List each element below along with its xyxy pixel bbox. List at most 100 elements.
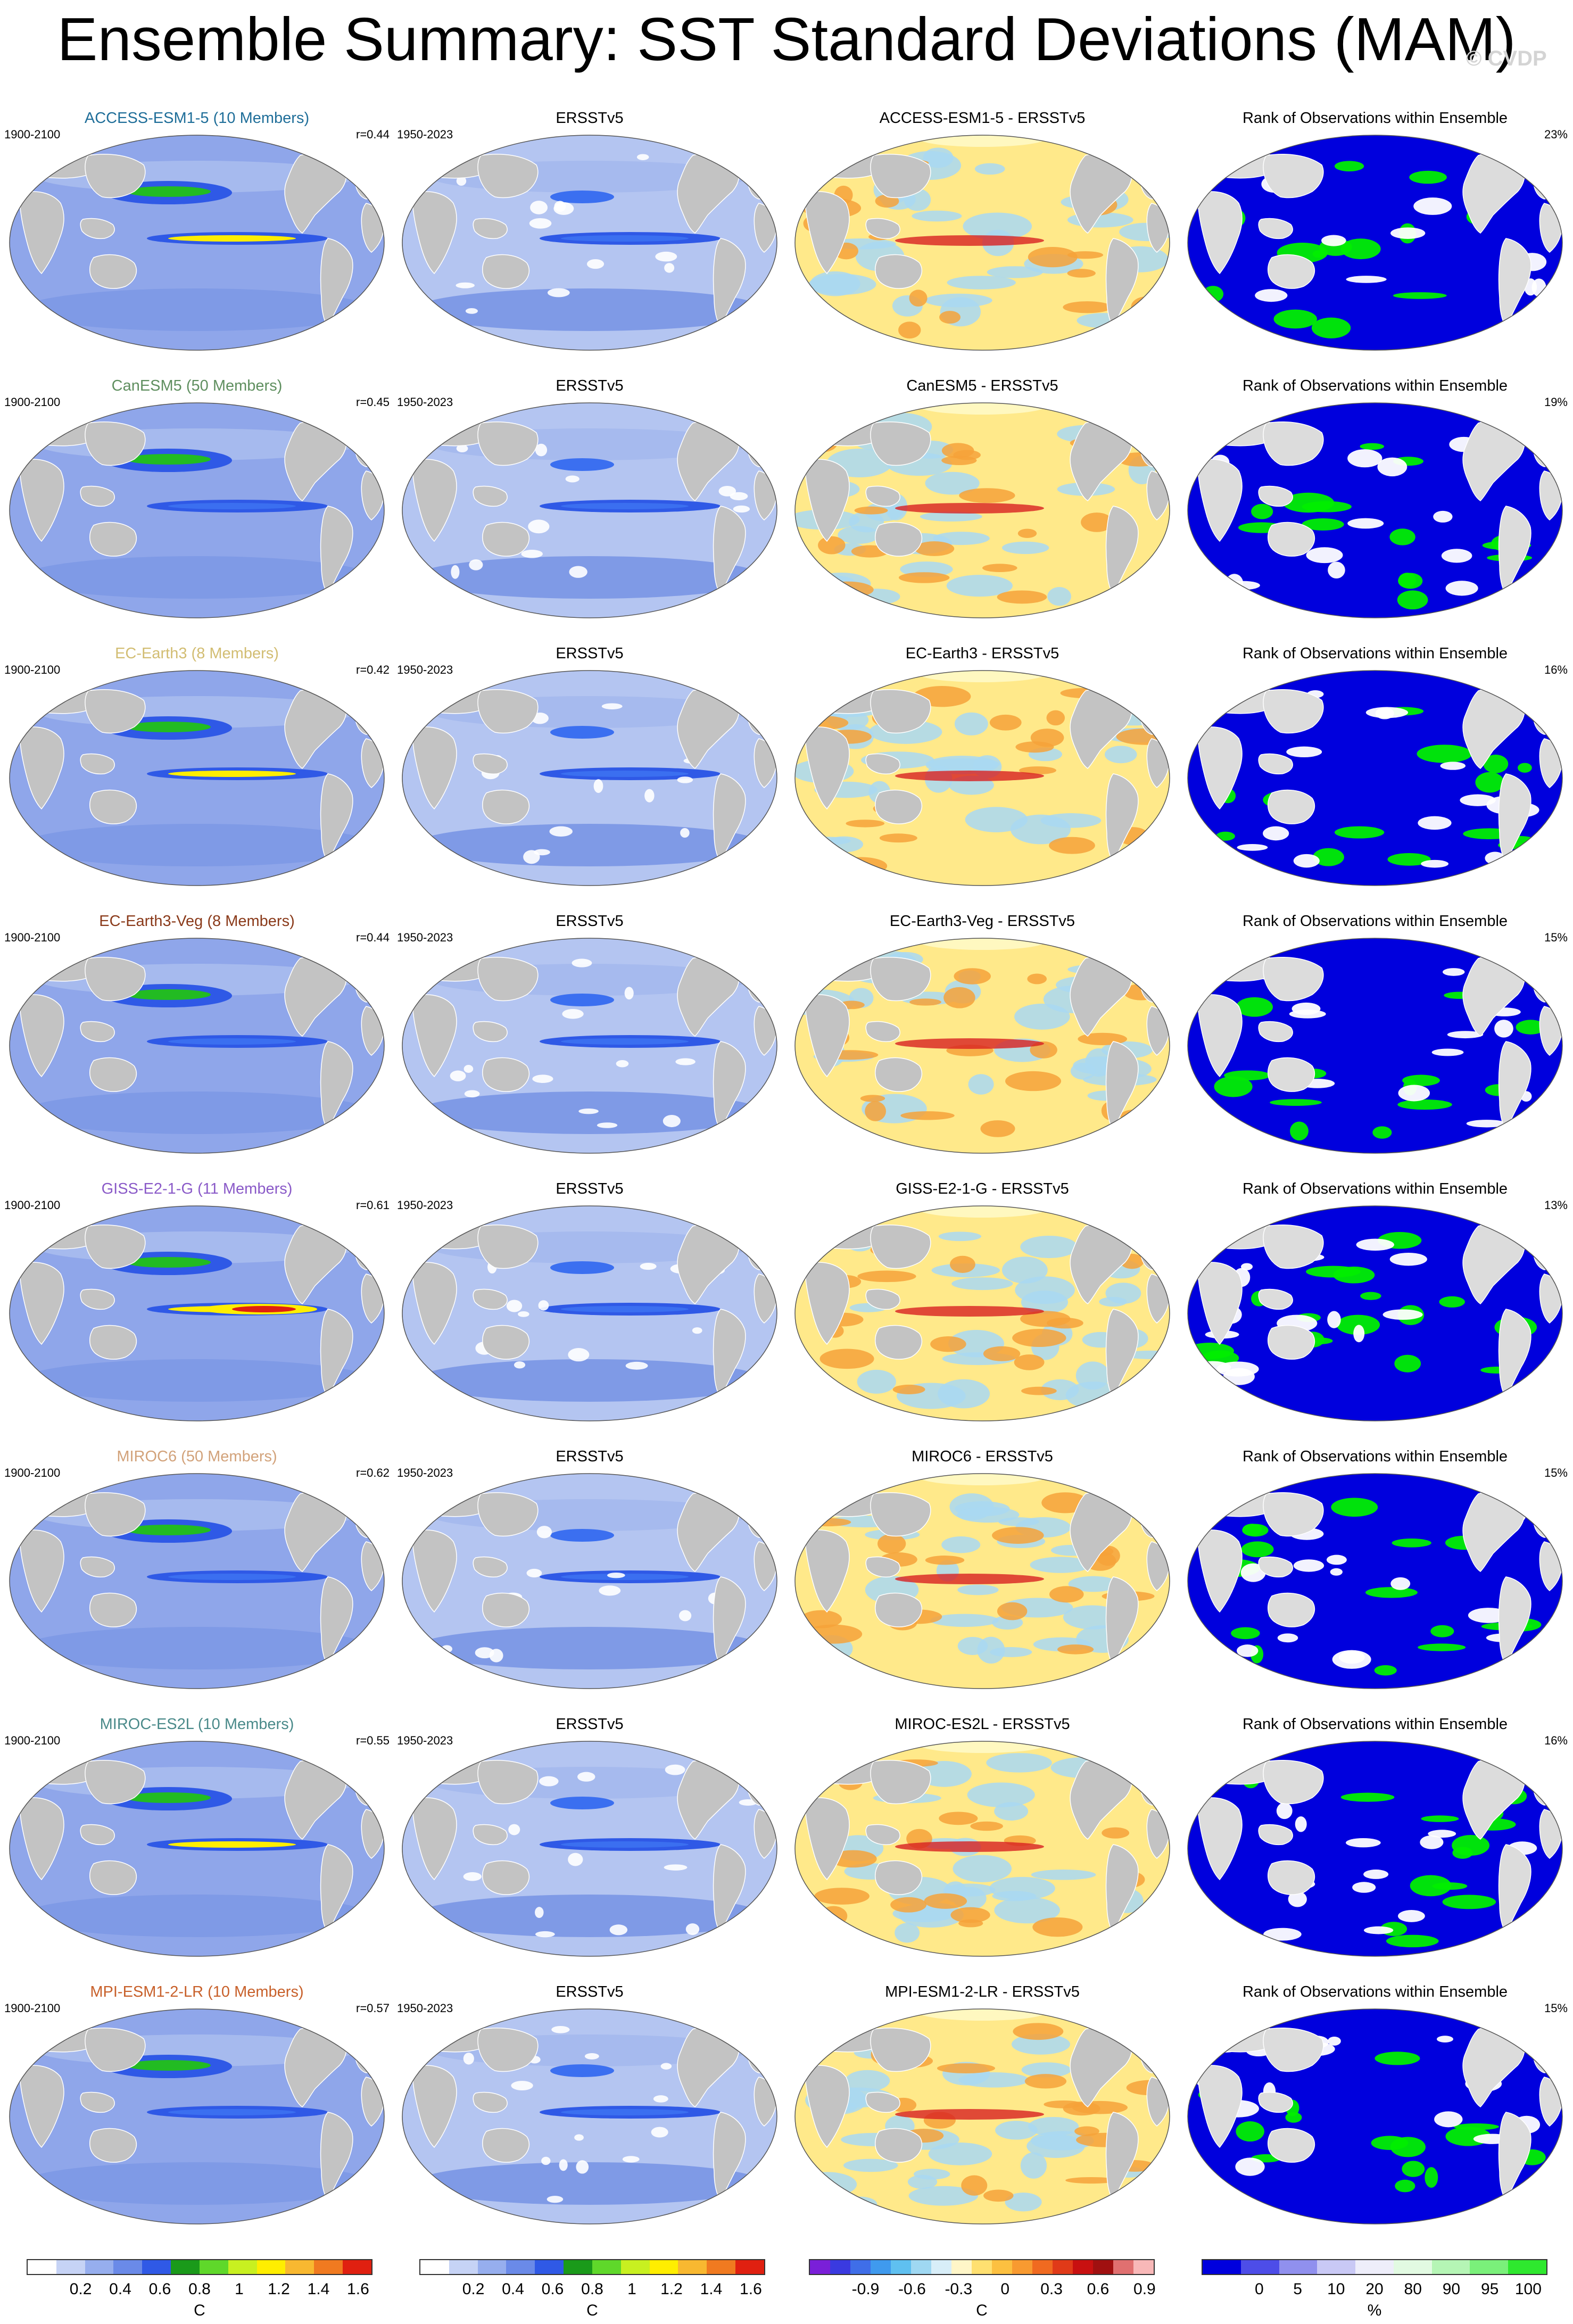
colorbar-swatch [343, 2260, 371, 2274]
rank-percent-label: 16% [1544, 663, 1568, 676]
colorbar-tick-label: 0.2 [462, 2280, 485, 2298]
colorbar-swatch [199, 2260, 228, 2274]
colorbar-tick-label: 1.6 [347, 2280, 369, 2298]
colorbar-swatch [592, 2260, 621, 2274]
difference-map [794, 1205, 1170, 1421]
period-label: 1950-2023 [397, 1198, 453, 1212]
period-label: 1950-2023 [397, 395, 453, 409]
colorbar-swatch [735, 2260, 764, 2274]
panel-title: CanESM5 - ERSSTv5 [906, 377, 1058, 394]
colorbar-swatch [1508, 2260, 1547, 2274]
colorbar-tick-label: 100 [1514, 2280, 1542, 2298]
colorbar-tick-label: 1.4 [700, 2280, 723, 2298]
panel-title: ERSSTv5 [556, 110, 624, 127]
panel-title: ERSSTv5 [556, 1716, 624, 1733]
panel-obs: ERSSTv5 1950-2023 [393, 1177, 787, 1443]
colorbar-swatch [535, 2260, 564, 2274]
colorbar-tick-label: 1 [627, 2280, 636, 2298]
colorbar-swatch [810, 2260, 830, 2274]
colorbar-swatch [1470, 2260, 1509, 2274]
panel-rank: Rank of Observations within Ensemble 23% [1178, 106, 1572, 373]
difference-map [794, 135, 1170, 351]
panel-model: CanESM5 (50 Members) 1900-2100 r=0.45 [0, 374, 394, 640]
colorbar-swatch [931, 2260, 951, 2274]
colorbar-swatch [1133, 2260, 1154, 2274]
model-std-map [9, 938, 385, 1154]
colorbar-swatch [1240, 2260, 1279, 2274]
period-label: 1900-2100 [4, 1734, 61, 1747]
colorbar-tick-label: 95 [1480, 2280, 1499, 2298]
correlation-label: r=0.57 [356, 2002, 390, 2015]
colorbar-unit: C [586, 2302, 598, 2319]
difference-map [794, 938, 1170, 1154]
model-std-map [9, 135, 385, 351]
colorbar-tick-label: 0.2 [69, 2280, 92, 2298]
rank-map [1187, 670, 1563, 886]
period-label: 1900-2100 [4, 1198, 61, 1212]
colorbar-swatch [1012, 2260, 1032, 2274]
colorbar-tick-label: 1.4 [307, 2280, 330, 2298]
panel-title: ERSSTv5 [556, 1983, 624, 2000]
colorbar-tick-label: 0 [1254, 2280, 1264, 2298]
colorbar-swatch [1203, 2260, 1241, 2274]
rank-percent-label: 16% [1544, 1734, 1568, 1747]
correlation-label: r=0.42 [356, 663, 390, 676]
panel-model: EC-Earth3-Veg (8 Members) 1900-2100 r=0.44 [0, 909, 394, 1176]
colorbar-swatches [27, 2259, 372, 2275]
model-std-map [9, 402, 385, 618]
colorbar-unit: % [1367, 2302, 1382, 2319]
rank-percent-label: 15% [1544, 931, 1568, 944]
rank-percent-label: 13% [1544, 1198, 1568, 1212]
rank-map [1187, 1473, 1563, 1689]
colorbar-swatches [1202, 2259, 1547, 2275]
correlation-label: r=0.62 [356, 1466, 390, 1479]
obs-std-map [402, 402, 777, 618]
period-label: 1900-2100 [4, 2002, 61, 2015]
panel-diff: MIROC-ES2L - ERSSTv5 [785, 1713, 1179, 1979]
colorbar-tick-label: 0.8 [581, 2280, 603, 2298]
rank-map [1187, 938, 1563, 1154]
colorbar-tick-label: 0.4 [502, 2280, 524, 2298]
colorbar-swatch [1032, 2260, 1053, 2274]
colorbar-swatch [891, 2260, 911, 2274]
colorbar-tick-label: 0.4 [109, 2280, 131, 2298]
colorbar-tick-label: 0 [1000, 2280, 1010, 2298]
correlation-label: r=0.44 [356, 128, 390, 141]
colorbar-swatch [85, 2260, 114, 2274]
colorbar-tick-label: 0.9 [1133, 2280, 1156, 2298]
colorbar-swatch [285, 2260, 314, 2274]
panel-title: Rank of Observations within Ensemble [1242, 377, 1508, 394]
colorbar-swatch [992, 2260, 1012, 2274]
panel-title: Rank of Observations within Ensemble [1242, 1180, 1508, 1197]
panel-title: ERSSTv5 [556, 645, 624, 662]
period-label: 1950-2023 [397, 663, 453, 676]
panel-obs: ERSSTv5 1950-2023 [393, 1980, 787, 2246]
difference-map [794, 402, 1170, 618]
panel-title: EC-Earth3 - ERSSTv5 [905, 645, 1059, 662]
correlation-label: r=0.45 [356, 395, 390, 409]
panel-title: GISS-E2-1-G (11 Members) [101, 1180, 293, 1197]
difference-map [794, 1473, 1170, 1689]
period-label: 1900-2100 [4, 128, 61, 141]
panel-title: Rank of Observations within Ensemble [1242, 913, 1508, 930]
colorbar-swatch [564, 2260, 592, 2274]
panel-title: EC-Earth3-Veg (8 Members) [99, 913, 295, 930]
panel-title: CanESM5 (50 Members) [111, 377, 283, 394]
difference-map [794, 2008, 1170, 2224]
colorbar-swatch [1113, 2260, 1133, 2274]
colorbar-tick-label: 0.8 [188, 2280, 211, 2298]
colorbar-swatch [911, 2260, 931, 2274]
colorbar-swatch [142, 2260, 171, 2274]
colorbar-swatch [256, 2260, 286, 2274]
panel-obs: ERSSTv5 1950-2023 [393, 642, 787, 908]
panel-title: MIROC6 - ERSSTv5 [912, 1448, 1053, 1465]
model-std-map [9, 1205, 385, 1421]
obs-std-map [402, 2008, 777, 2224]
panel-title: MPI-ESM1-2-LR (10 Members) [90, 1983, 304, 2000]
rank-percent-label: 15% [1544, 1466, 1568, 1479]
panel-model: MPI-ESM1-2-LR (10 Members) 1900-2100 r=0.5… [0, 1980, 394, 2246]
colorbar-swatch [678, 2260, 707, 2274]
obs-std-map [402, 938, 777, 1154]
colorbar-swatch [506, 2260, 535, 2274]
colorbar-swatches [419, 2259, 765, 2275]
